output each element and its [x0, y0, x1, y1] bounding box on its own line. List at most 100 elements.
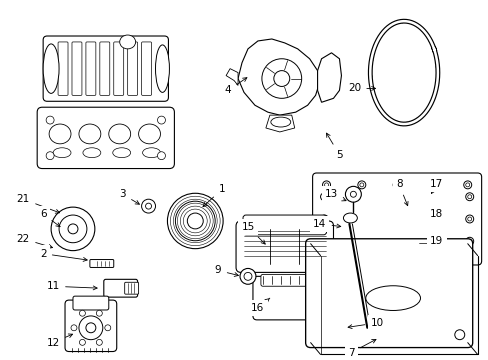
Circle shape	[373, 43, 377, 47]
Circle shape	[368, 58, 372, 62]
Circle shape	[405, 122, 408, 126]
Circle shape	[157, 152, 165, 159]
Circle shape	[86, 323, 96, 333]
Circle shape	[454, 330, 464, 339]
FancyBboxPatch shape	[127, 42, 137, 95]
Circle shape	[422, 186, 438, 202]
Circle shape	[467, 217, 471, 221]
Ellipse shape	[49, 124, 71, 144]
Circle shape	[96, 310, 102, 316]
FancyBboxPatch shape	[312, 173, 481, 265]
Polygon shape	[238, 39, 319, 115]
Circle shape	[46, 116, 54, 124]
Circle shape	[424, 239, 432, 247]
Circle shape	[59, 215, 87, 243]
FancyBboxPatch shape	[318, 319, 334, 337]
Circle shape	[79, 339, 85, 345]
FancyBboxPatch shape	[114, 42, 123, 95]
Circle shape	[384, 114, 388, 118]
Circle shape	[350, 191, 356, 197]
Circle shape	[465, 251, 469, 255]
FancyBboxPatch shape	[327, 320, 372, 336]
Circle shape	[51, 207, 95, 251]
Circle shape	[435, 65, 439, 69]
Text: 9: 9	[214, 265, 238, 276]
FancyBboxPatch shape	[100, 42, 109, 95]
FancyBboxPatch shape	[73, 296, 108, 310]
Circle shape	[320, 215, 328, 223]
FancyBboxPatch shape	[252, 276, 316, 320]
Text: 8: 8	[395, 179, 407, 206]
Circle shape	[322, 217, 326, 221]
Circle shape	[244, 273, 251, 280]
Ellipse shape	[423, 215, 429, 219]
Ellipse shape	[113, 148, 130, 158]
Circle shape	[429, 251, 433, 255]
Circle shape	[167, 193, 223, 249]
FancyBboxPatch shape	[37, 107, 174, 168]
Circle shape	[324, 183, 328, 187]
Circle shape	[104, 325, 111, 331]
FancyBboxPatch shape	[142, 42, 151, 95]
Circle shape	[357, 249, 365, 257]
Text: 19: 19	[429, 236, 443, 246]
Ellipse shape	[270, 117, 290, 127]
Circle shape	[465, 237, 473, 245]
Ellipse shape	[120, 35, 135, 49]
Circle shape	[380, 31, 384, 35]
Circle shape	[376, 104, 380, 108]
Circle shape	[394, 183, 398, 187]
Polygon shape	[225, 69, 238, 85]
Circle shape	[394, 251, 398, 255]
Circle shape	[157, 116, 165, 124]
Text: 4: 4	[224, 78, 246, 95]
Circle shape	[187, 213, 203, 229]
Text: 18: 18	[429, 209, 443, 219]
Circle shape	[322, 249, 330, 257]
Ellipse shape	[343, 213, 357, 223]
FancyBboxPatch shape	[86, 42, 96, 95]
FancyBboxPatch shape	[103, 279, 137, 297]
Circle shape	[322, 181, 330, 189]
Ellipse shape	[142, 148, 160, 158]
Circle shape	[427, 249, 435, 257]
Circle shape	[359, 183, 363, 187]
Text: 10: 10	[347, 318, 383, 329]
FancyBboxPatch shape	[90, 260, 114, 267]
FancyBboxPatch shape	[72, 42, 82, 95]
Ellipse shape	[83, 148, 101, 158]
Circle shape	[145, 203, 151, 209]
Circle shape	[465, 183, 469, 187]
Ellipse shape	[419, 212, 433, 221]
Circle shape	[467, 195, 471, 199]
Circle shape	[392, 249, 400, 257]
Text: 11: 11	[46, 281, 97, 291]
Text: 16: 16	[251, 298, 269, 313]
Circle shape	[359, 251, 363, 255]
Ellipse shape	[43, 44, 59, 93]
Circle shape	[424, 109, 427, 113]
FancyBboxPatch shape	[243, 215, 326, 235]
FancyBboxPatch shape	[305, 239, 472, 347]
Circle shape	[240, 269, 255, 284]
Circle shape	[467, 239, 471, 243]
Circle shape	[320, 193, 328, 201]
Circle shape	[430, 96, 434, 100]
Text: 5: 5	[326, 133, 342, 160]
Circle shape	[389, 23, 393, 27]
Ellipse shape	[53, 148, 71, 158]
Circle shape	[400, 19, 404, 23]
Circle shape	[320, 237, 328, 245]
Polygon shape	[265, 115, 294, 132]
Circle shape	[427, 181, 435, 189]
Circle shape	[463, 181, 471, 189]
Circle shape	[142, 199, 155, 213]
Circle shape	[429, 183, 433, 187]
Text: 17: 17	[429, 179, 443, 193]
Circle shape	[273, 71, 289, 86]
Ellipse shape	[415, 238, 433, 248]
Circle shape	[322, 239, 326, 243]
Circle shape	[79, 310, 85, 316]
Circle shape	[367, 75, 372, 78]
Text: 14: 14	[312, 219, 340, 229]
